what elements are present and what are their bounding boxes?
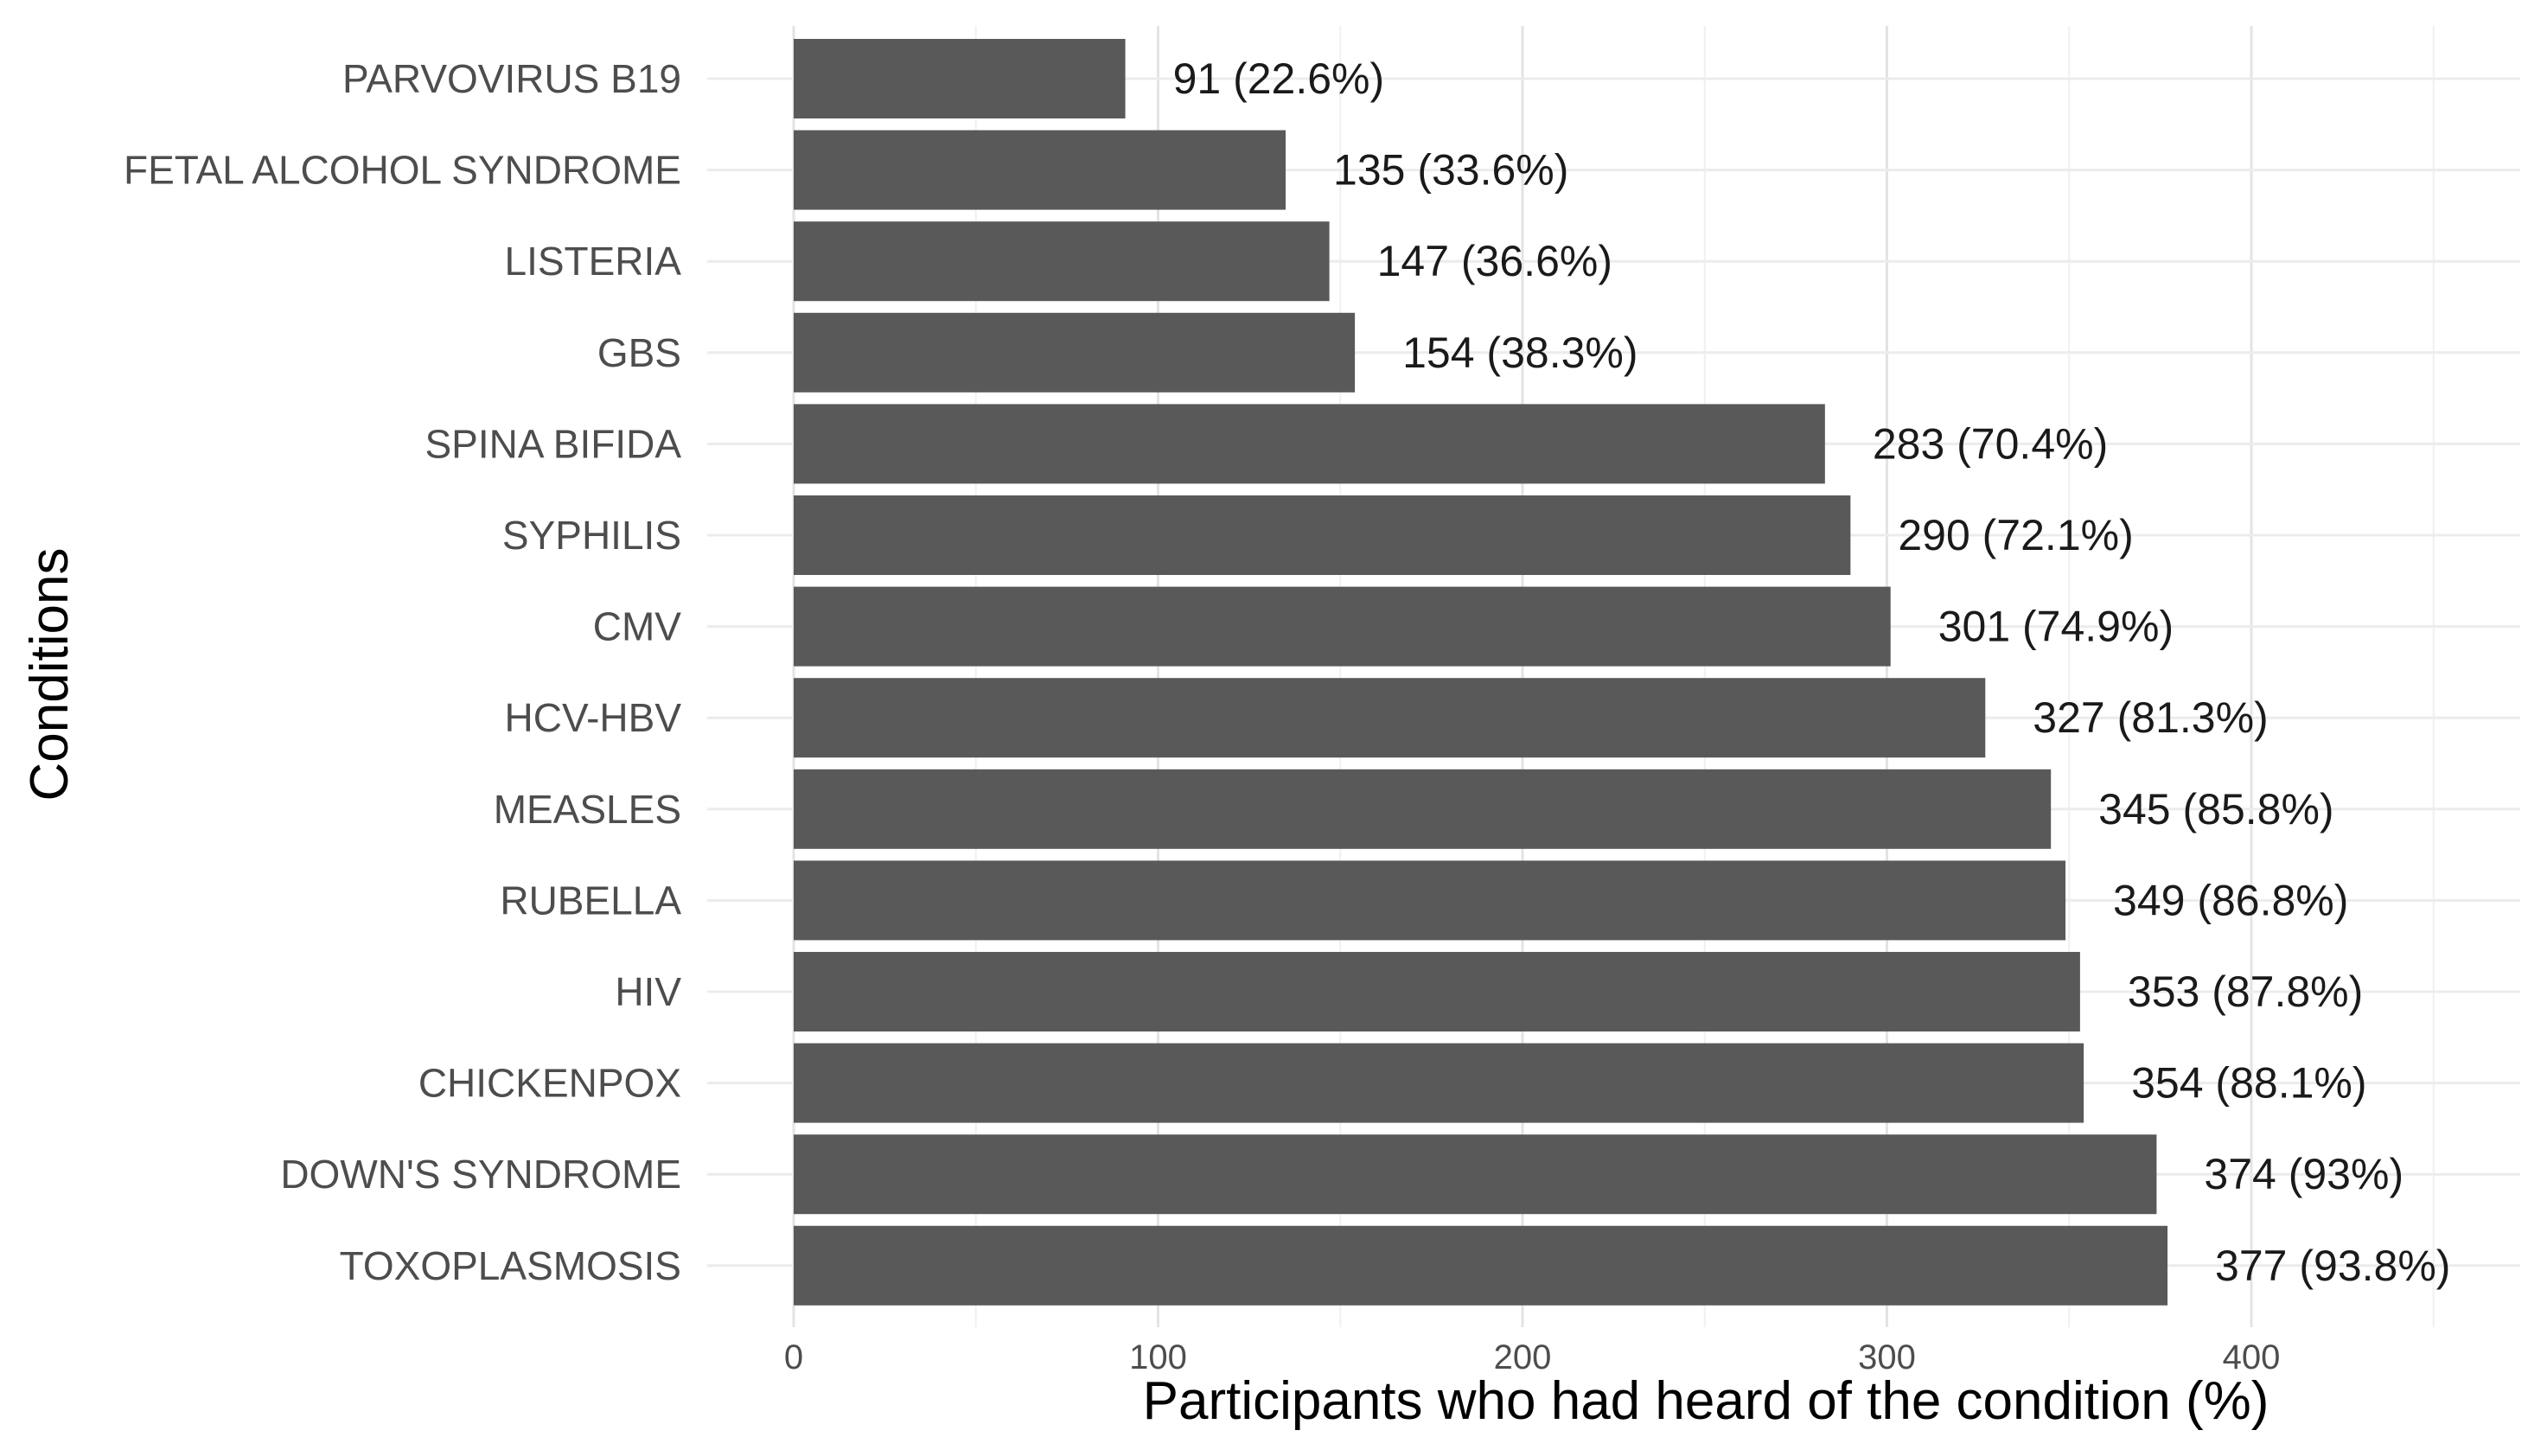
bar bbox=[794, 678, 1986, 758]
category-label: MEASLES bbox=[494, 787, 681, 832]
category-label: PARVOVIRUS B19 bbox=[342, 56, 681, 101]
bar bbox=[794, 312, 1356, 393]
category-label: LISTERIA bbox=[504, 239, 681, 284]
value-label: 353 (87.8%) bbox=[2128, 967, 2363, 1016]
bar bbox=[794, 39, 1126, 118]
value-label: 377 (93.8%) bbox=[2215, 1242, 2450, 1290]
category-label: DOWN'S SYNDROME bbox=[280, 1152, 681, 1197]
value-labels: 91 (22.6%) 135 (33.6%) 147 (36.6%) 154 (38.… bbox=[1173, 54, 2451, 1290]
bar bbox=[794, 769, 2052, 849]
bar bbox=[794, 130, 1286, 210]
bar bbox=[794, 1134, 2157, 1215]
bar bbox=[794, 495, 1851, 575]
value-label: 327 (81.3%) bbox=[2033, 693, 2268, 742]
value-label: 345 (85.8%) bbox=[2098, 785, 2333, 833]
bar bbox=[794, 586, 1891, 667]
bar bbox=[794, 860, 2066, 941]
category-label: HCV-HBV bbox=[505, 695, 682, 740]
x-tick-label: 100 bbox=[1129, 1338, 1187, 1376]
y-axis-title: Conditions bbox=[20, 548, 80, 801]
bar bbox=[794, 952, 2080, 1031]
x-tick-labels: 0 100 200 300 400 bbox=[784, 1338, 2281, 1376]
value-label: 374 (93%) bbox=[2204, 1150, 2404, 1198]
category-label: RUBELLA bbox=[500, 878, 681, 923]
category-label: SYPHILIS bbox=[502, 513, 681, 558]
value-label: 349 (86.8%) bbox=[2113, 876, 2348, 924]
x-tick-label: 200 bbox=[1494, 1338, 1552, 1376]
category-label: CHICKENPOX bbox=[418, 1061, 681, 1106]
category-labels: PARVOVIRUS B19 FETAL ALCOHOL SYNDROME LIST… bbox=[124, 56, 681, 1288]
value-label: 135 (33.6%) bbox=[1333, 146, 1568, 195]
category-label: TOXOPLASMOSIS bbox=[340, 1243, 681, 1288]
x-axis-title: Participants who had heard of the condit… bbox=[1143, 1371, 2269, 1431]
value-label: 154 (38.3%) bbox=[1402, 329, 1637, 377]
bar bbox=[794, 1043, 2084, 1123]
x-tick-label: 300 bbox=[1858, 1338, 1916, 1376]
bar bbox=[794, 404, 1825, 484]
bar bbox=[794, 221, 1330, 302]
value-label: 354 (88.1%) bbox=[2131, 1059, 2366, 1108]
category-label: FETAL ALCOHOL SYNDROME bbox=[124, 148, 681, 193]
category-label: CMV bbox=[593, 604, 682, 649]
x-tick-label: 0 bbox=[784, 1338, 803, 1376]
value-label: 301 (74.9%) bbox=[1938, 603, 2174, 651]
category-label: SPINA BIFIDA bbox=[425, 421, 681, 466]
value-label: 290 (72.1%) bbox=[1898, 511, 2133, 559]
category-label: GBS bbox=[597, 330, 681, 375]
bars bbox=[794, 39, 2168, 1306]
value-label: 147 (36.6%) bbox=[1377, 237, 1612, 285]
category-label: HIV bbox=[615, 969, 681, 1014]
value-label: 283 (70.4%) bbox=[1873, 419, 2108, 468]
x-tick-label: 400 bbox=[2223, 1338, 2281, 1376]
value-label: 91 (22.6%) bbox=[1173, 54, 1385, 103]
bar bbox=[794, 1225, 2168, 1306]
